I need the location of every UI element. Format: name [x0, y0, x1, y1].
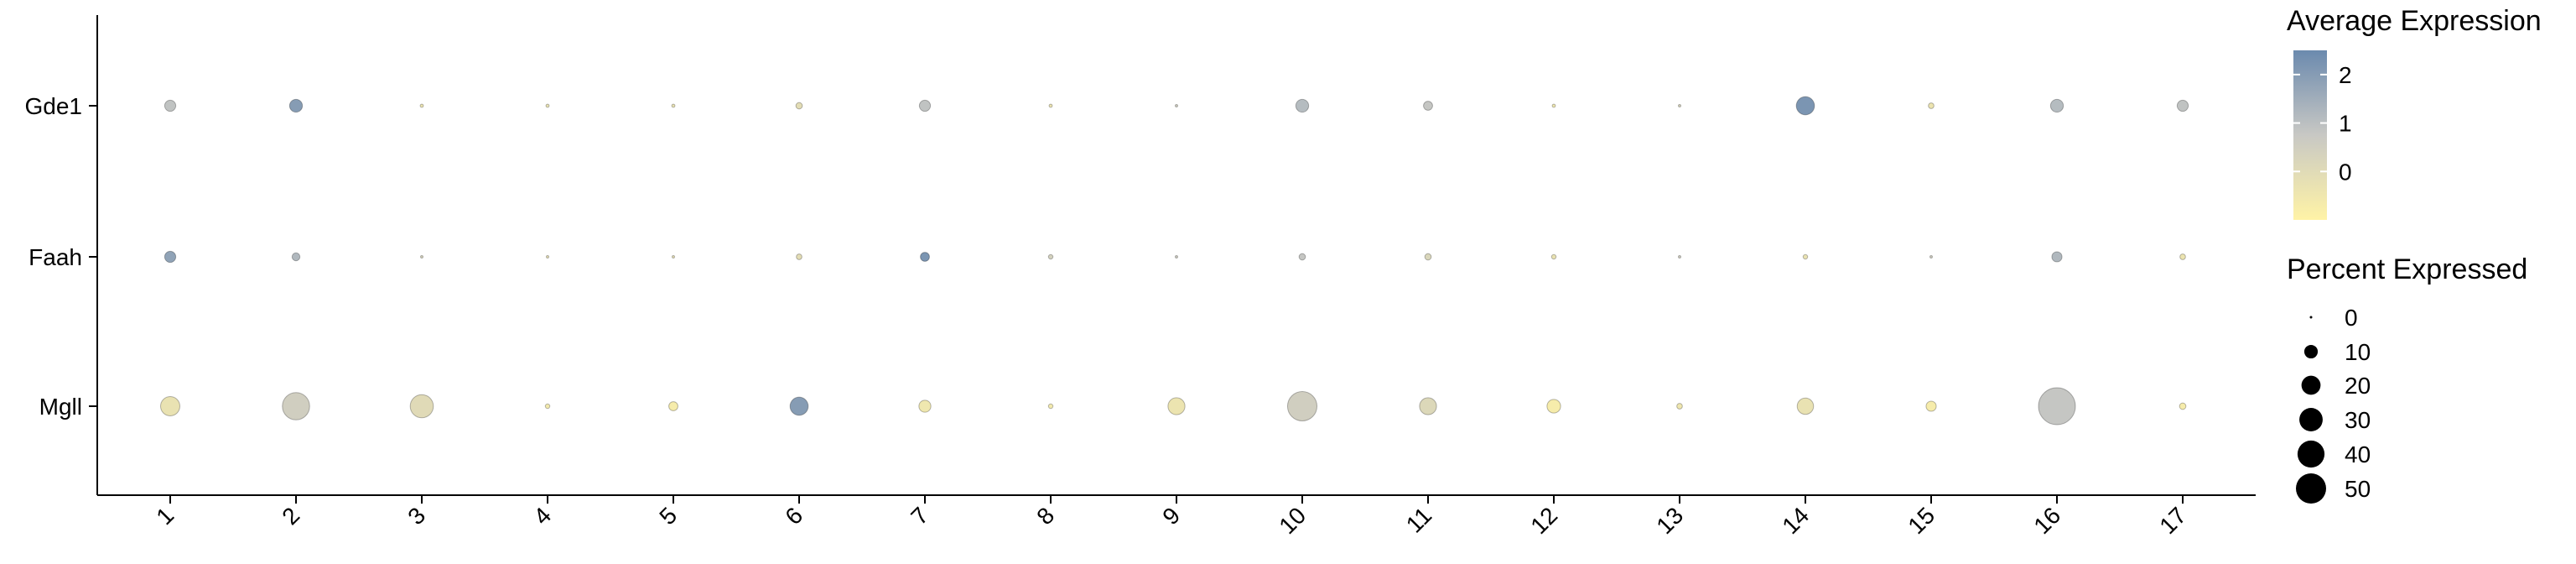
dot-gde1-cluster-14	[1795, 96, 1815, 116]
dot-gde1-cluster-12	[1551, 103, 1556, 108]
dot-faah-cluster-6	[796, 253, 802, 260]
dot-faah-cluster-8	[1047, 253, 1054, 260]
color-legend-gradient-bar	[2293, 50, 2327, 220]
dot-mgll-cluster-9	[1167, 397, 1186, 415]
dot-gde1-cluster-7	[918, 99, 932, 112]
size-legend-dot	[2309, 316, 2313, 319]
x-tick-label: 11	[1401, 502, 1436, 537]
dot-mgll-cluster-13	[1676, 403, 1683, 410]
x-tick-label: 15	[1903, 502, 1940, 539]
dot-faah-cluster-3	[420, 255, 423, 258]
x-tick-label: 7	[906, 502, 933, 530]
x-tick-label: 3	[402, 502, 430, 530]
y-tick-label: Gde1	[25, 93, 83, 119]
size-legend-label: 30	[2345, 407, 2371, 433]
dot-gde1-cluster-13	[1678, 104, 1681, 107]
dot-gde1-cluster-9	[1175, 104, 1178, 107]
size-legend-label: 50	[2345, 476, 2371, 502]
dot-faah-cluster-16	[2051, 251, 2063, 263]
dot-mgll-cluster-5	[668, 401, 678, 411]
dot-gde1-cluster-4	[545, 103, 550, 108]
size-legend-label: 10	[2345, 339, 2371, 365]
dot-mgll-cluster-8	[1047, 403, 1054, 410]
plot-area	[160, 96, 2189, 426]
dot-faah-cluster-17	[2179, 253, 2186, 260]
dot-mgll-cluster-14	[1796, 397, 1815, 415]
dot-faah-cluster-10	[1298, 253, 1306, 261]
size-legend-dot	[2301, 375, 2321, 395]
dot-mgll-cluster-10	[1286, 390, 1318, 422]
size-legend-dot	[2297, 440, 2325, 468]
color-legend-tick-label: 1	[2339, 111, 2352, 137]
x-tick-label: 5	[654, 502, 682, 530]
y-tick-label: Faah	[29, 244, 82, 270]
dot-mgll-cluster-1	[160, 396, 180, 416]
x-tick-label: 2	[277, 502, 304, 530]
dot-gde1-cluster-16	[2049, 98, 2064, 113]
size-legend-label: 40	[2345, 441, 2371, 467]
dot-mgll-cluster-11	[1419, 397, 1437, 415]
x-tick-label: 8	[1031, 502, 1059, 530]
dot-mgll-cluster-3	[409, 394, 434, 419]
dot-faah-cluster-15	[1929, 255, 1933, 258]
dot-faah-cluster-5	[672, 255, 675, 258]
y-axis: Gde1 Faah Mgll	[25, 15, 98, 495]
dot-mgll-cluster-16	[2038, 387, 2076, 426]
color-legend-tick-label: 0	[2339, 159, 2352, 185]
dot-mgll-cluster-2	[282, 392, 310, 420]
dot-faah-cluster-7	[920, 252, 930, 262]
x-tick-label: 4	[528, 502, 556, 530]
dot-gde1-cluster-15	[1928, 102, 1935, 109]
size-legend-dot	[2296, 473, 2326, 504]
dot-gde1-cluster-5	[671, 103, 676, 108]
dot-faah-cluster-9	[1175, 255, 1178, 258]
dot-faah-cluster-4	[546, 255, 549, 258]
dot-faah-cluster-11	[1424, 253, 1432, 261]
size-legend-dot	[2303, 344, 2319, 359]
dot-faah-cluster-2	[291, 252, 301, 262]
dot-gde1-cluster-10	[1295, 98, 1310, 113]
x-tick-label: 9	[1157, 502, 1185, 530]
size-legend-label: 20	[2345, 373, 2371, 399]
x-tick-label: 16	[2028, 502, 2065, 539]
x-axis: 1 2 3 4 5 6 7 8 9 10 11 12 13 14 15 16 17	[97, 494, 2256, 539]
x-tick-label: 1	[151, 502, 179, 530]
dot-mgll-cluster-17	[2179, 402, 2187, 410]
y-tick-label: Mgll	[39, 394, 82, 420]
x-tick-label: 17	[2154, 502, 2191, 539]
dot-gde1-cluster-1	[164, 99, 177, 112]
dot-faah-cluster-12	[1550, 253, 1557, 260]
color-legend-title: Average Expression	[2287, 5, 2542, 37]
color-legend: Average Expression 2 1 0	[2287, 5, 2542, 220]
dot-mgll-cluster-7	[918, 400, 932, 413]
color-legend-tick-label: 2	[2339, 62, 2352, 88]
dot-gde1-cluster-8	[1048, 103, 1053, 108]
dot-faah-cluster-1	[164, 250, 177, 264]
x-tick-label: 10	[1274, 502, 1311, 539]
dot-mgll-cluster-6	[789, 396, 809, 416]
size-legend: Percent Expressed 0 10 20 30 40 50	[2287, 253, 2527, 504]
dot-mgll-cluster-4	[544, 403, 551, 410]
size-legend-label: 0	[2345, 305, 2358, 331]
dot-gde1-cluster-2	[288, 98, 304, 113]
dot-gde1-cluster-11	[1423, 101, 1433, 111]
dot-faah-cluster-14	[1802, 253, 1809, 260]
x-tick-label: 12	[1525, 502, 1562, 539]
dot-gde1-cluster-6	[795, 102, 803, 110]
size-legend-dot	[2299, 408, 2323, 431]
x-tick-label: 13	[1651, 502, 1688, 539]
x-tick-label: 14	[1777, 502, 1814, 539]
dot-mgll-cluster-15	[1925, 400, 1937, 412]
dot-gde1-cluster-17	[2176, 99, 2189, 112]
x-tick-label: 6	[780, 502, 808, 530]
dot-faah-cluster-13	[1678, 255, 1681, 258]
dot-gde1-cluster-3	[419, 103, 424, 108]
size-legend-title: Percent Expressed	[2287, 253, 2527, 285]
dot-mgll-cluster-12	[1546, 399, 1561, 414]
